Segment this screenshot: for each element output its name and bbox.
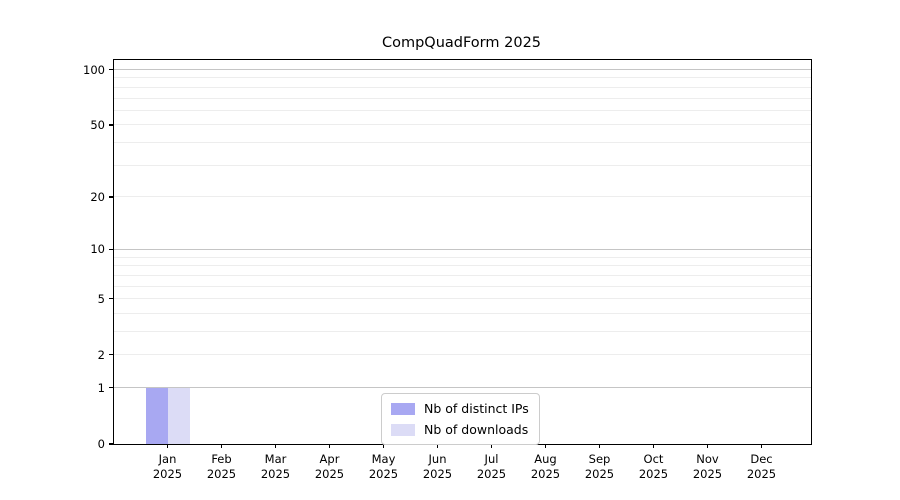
x-axis-label-jun: Jun 2025 — [423, 452, 452, 482]
x-axis-label-month: Nov — [696, 452, 719, 466]
x-axis-tick-apr — [328, 444, 331, 448]
y-axis-tick-2 — [109, 354, 114, 356]
x-axis-label-month: Jul — [484, 452, 499, 466]
x-axis-label-month: Oct — [643, 452, 664, 466]
y-axis-label-50: 50 — [90, 117, 105, 132]
gridline-major-1 — [114, 387, 811, 389]
x-axis-label-apr: Apr 2025 — [315, 452, 344, 482]
legend-entry-distinct-ips: Nb of distinct IPs — [391, 401, 529, 416]
x-axis-label-month: Apr — [319, 452, 340, 466]
gridline-minor-9 — [114, 256, 811, 258]
gridline-minor-60 — [114, 109, 811, 111]
x-axis-label-month: Jan — [158, 452, 177, 466]
x-axis-label-year: 2025 — [476, 467, 507, 481]
x-axis-label-oct: Oct 2025 — [639, 452, 668, 482]
x-axis-label-feb: Feb 2025 — [207, 452, 236, 482]
gridline-minor-2 — [114, 354, 811, 356]
gridline-minor-6 — [114, 285, 811, 287]
gridline-minor-70 — [114, 97, 811, 99]
x-axis-tick-sep — [598, 444, 601, 448]
y-axis-label-20: 20 — [90, 189, 105, 204]
gridline-minor-30 — [114, 164, 811, 166]
y-axis-tick-5 — [109, 298, 114, 300]
x-axis-label-year: 2025 — [314, 467, 345, 481]
x-axis-tick-mar — [274, 444, 277, 448]
x-axis-label-month: Sep — [588, 452, 611, 466]
x-axis-label-month: Aug — [534, 452, 557, 466]
x-axis-tick-oct — [652, 444, 655, 448]
y-axis-label-2: 2 — [97, 347, 105, 362]
gridline-major-100 — [114, 69, 811, 70]
legend-label-downloads: Nb of downloads — [424, 422, 529, 437]
x-axis-label-year: 2025 — [584, 467, 615, 481]
x-axis-label-year: 2025 — [206, 467, 237, 481]
x-axis-tick-nov — [706, 444, 709, 448]
x-axis-label-dec: Dec 2025 — [747, 452, 776, 482]
gridline-minor-40 — [114, 142, 811, 144]
gridline-minor-50 — [114, 124, 811, 126]
legend: Nb of distinct IPs Nb of downloads — [381, 393, 540, 445]
x-axis-tick-jan — [166, 444, 169, 448]
y-axis-tick-1 — [109, 387, 114, 389]
x-axis-label-year: 2025 — [638, 467, 669, 481]
x-axis-tick-jun — [436, 444, 439, 448]
x-axis-tick-jul — [490, 444, 493, 448]
x-axis-label-month: Dec — [750, 452, 773, 466]
x-axis-label-month: Feb — [211, 452, 232, 466]
legend-swatch-downloads — [391, 423, 415, 436]
x-axis-label-month: Jun — [428, 452, 447, 466]
gridline-minor-80 — [114, 86, 811, 88]
gridline-minor-3 — [114, 331, 811, 333]
gridline-major-10 — [114, 248, 811, 250]
y-axis-label-100: 100 — [83, 62, 105, 77]
y-axis-label-0: 0 — [97, 437, 105, 451]
legend-entry-downloads: Nb of downloads — [391, 422, 529, 437]
x-axis-label-year: 2025 — [422, 467, 453, 481]
y-axis-label-5: 5 — [97, 291, 105, 306]
y-axis-label-10: 10 — [90, 242, 105, 257]
x-axis-label-mar: Mar 2025 — [261, 452, 290, 482]
x-axis-label-nov: Nov 2025 — [693, 452, 722, 482]
x-axis-label-aug: Aug 2025 — [531, 452, 560, 482]
gridline-minor-5 — [114, 298, 811, 300]
x-axis-tick-feb — [220, 444, 223, 448]
x-axis-tick-may — [382, 444, 385, 448]
bar-jan-downloads — [167, 387, 190, 444]
x-axis-label-may: May 2025 — [369, 452, 398, 482]
y-axis-label-1: 1 — [97, 380, 105, 395]
y-axis-tick-20 — [109, 196, 114, 198]
x-axis-label-year: 2025 — [692, 467, 723, 481]
x-axis-label-sep: Sep 2025 — [585, 452, 614, 482]
x-axis-label-jul: Jul 2025 — [477, 452, 506, 482]
x-axis-label-month: Mar — [264, 452, 287, 466]
legend-label-distinct-ips: Nb of distinct IPs — [424, 401, 529, 416]
x-axis-label-year: 2025 — [152, 467, 183, 481]
x-axis-label-year: 2025 — [530, 467, 561, 481]
x-axis-label-year: 2025 — [746, 467, 777, 481]
gridline-minor-90 — [114, 77, 811, 79]
gridline-minor-4 — [114, 312, 811, 314]
x-axis-label-year: 2025 — [368, 467, 399, 481]
x-axis-label-year: 2025 — [260, 467, 291, 481]
x-axis-tick-aug — [544, 444, 547, 448]
y-axis-tick-10 — [109, 248, 114, 251]
x-axis-tick-dec — [760, 444, 763, 448]
y-axis-tick-50 — [109, 124, 114, 126]
gridline-minor-20 — [114, 196, 811, 198]
x-axis-label-month: May — [371, 452, 396, 466]
gridline-minor-8 — [114, 265, 811, 267]
chart-title: CompQuadForm 2025 — [381, 35, 542, 51]
gridline-minor-7 — [114, 274, 811, 276]
y-axis-tick-0 — [109, 443, 114, 445]
x-axis-label-jan: Jan 2025 — [153, 452, 182, 482]
bar-jan-distinct-ips — [145, 387, 168, 444]
y-axis-tick-100 — [109, 68, 114, 71]
legend-swatch-distinct-ips — [391, 402, 415, 415]
plot-area: Nb of distinct IPs Nb of downloads 0 1 2 5 1… — [83, 59, 812, 481]
